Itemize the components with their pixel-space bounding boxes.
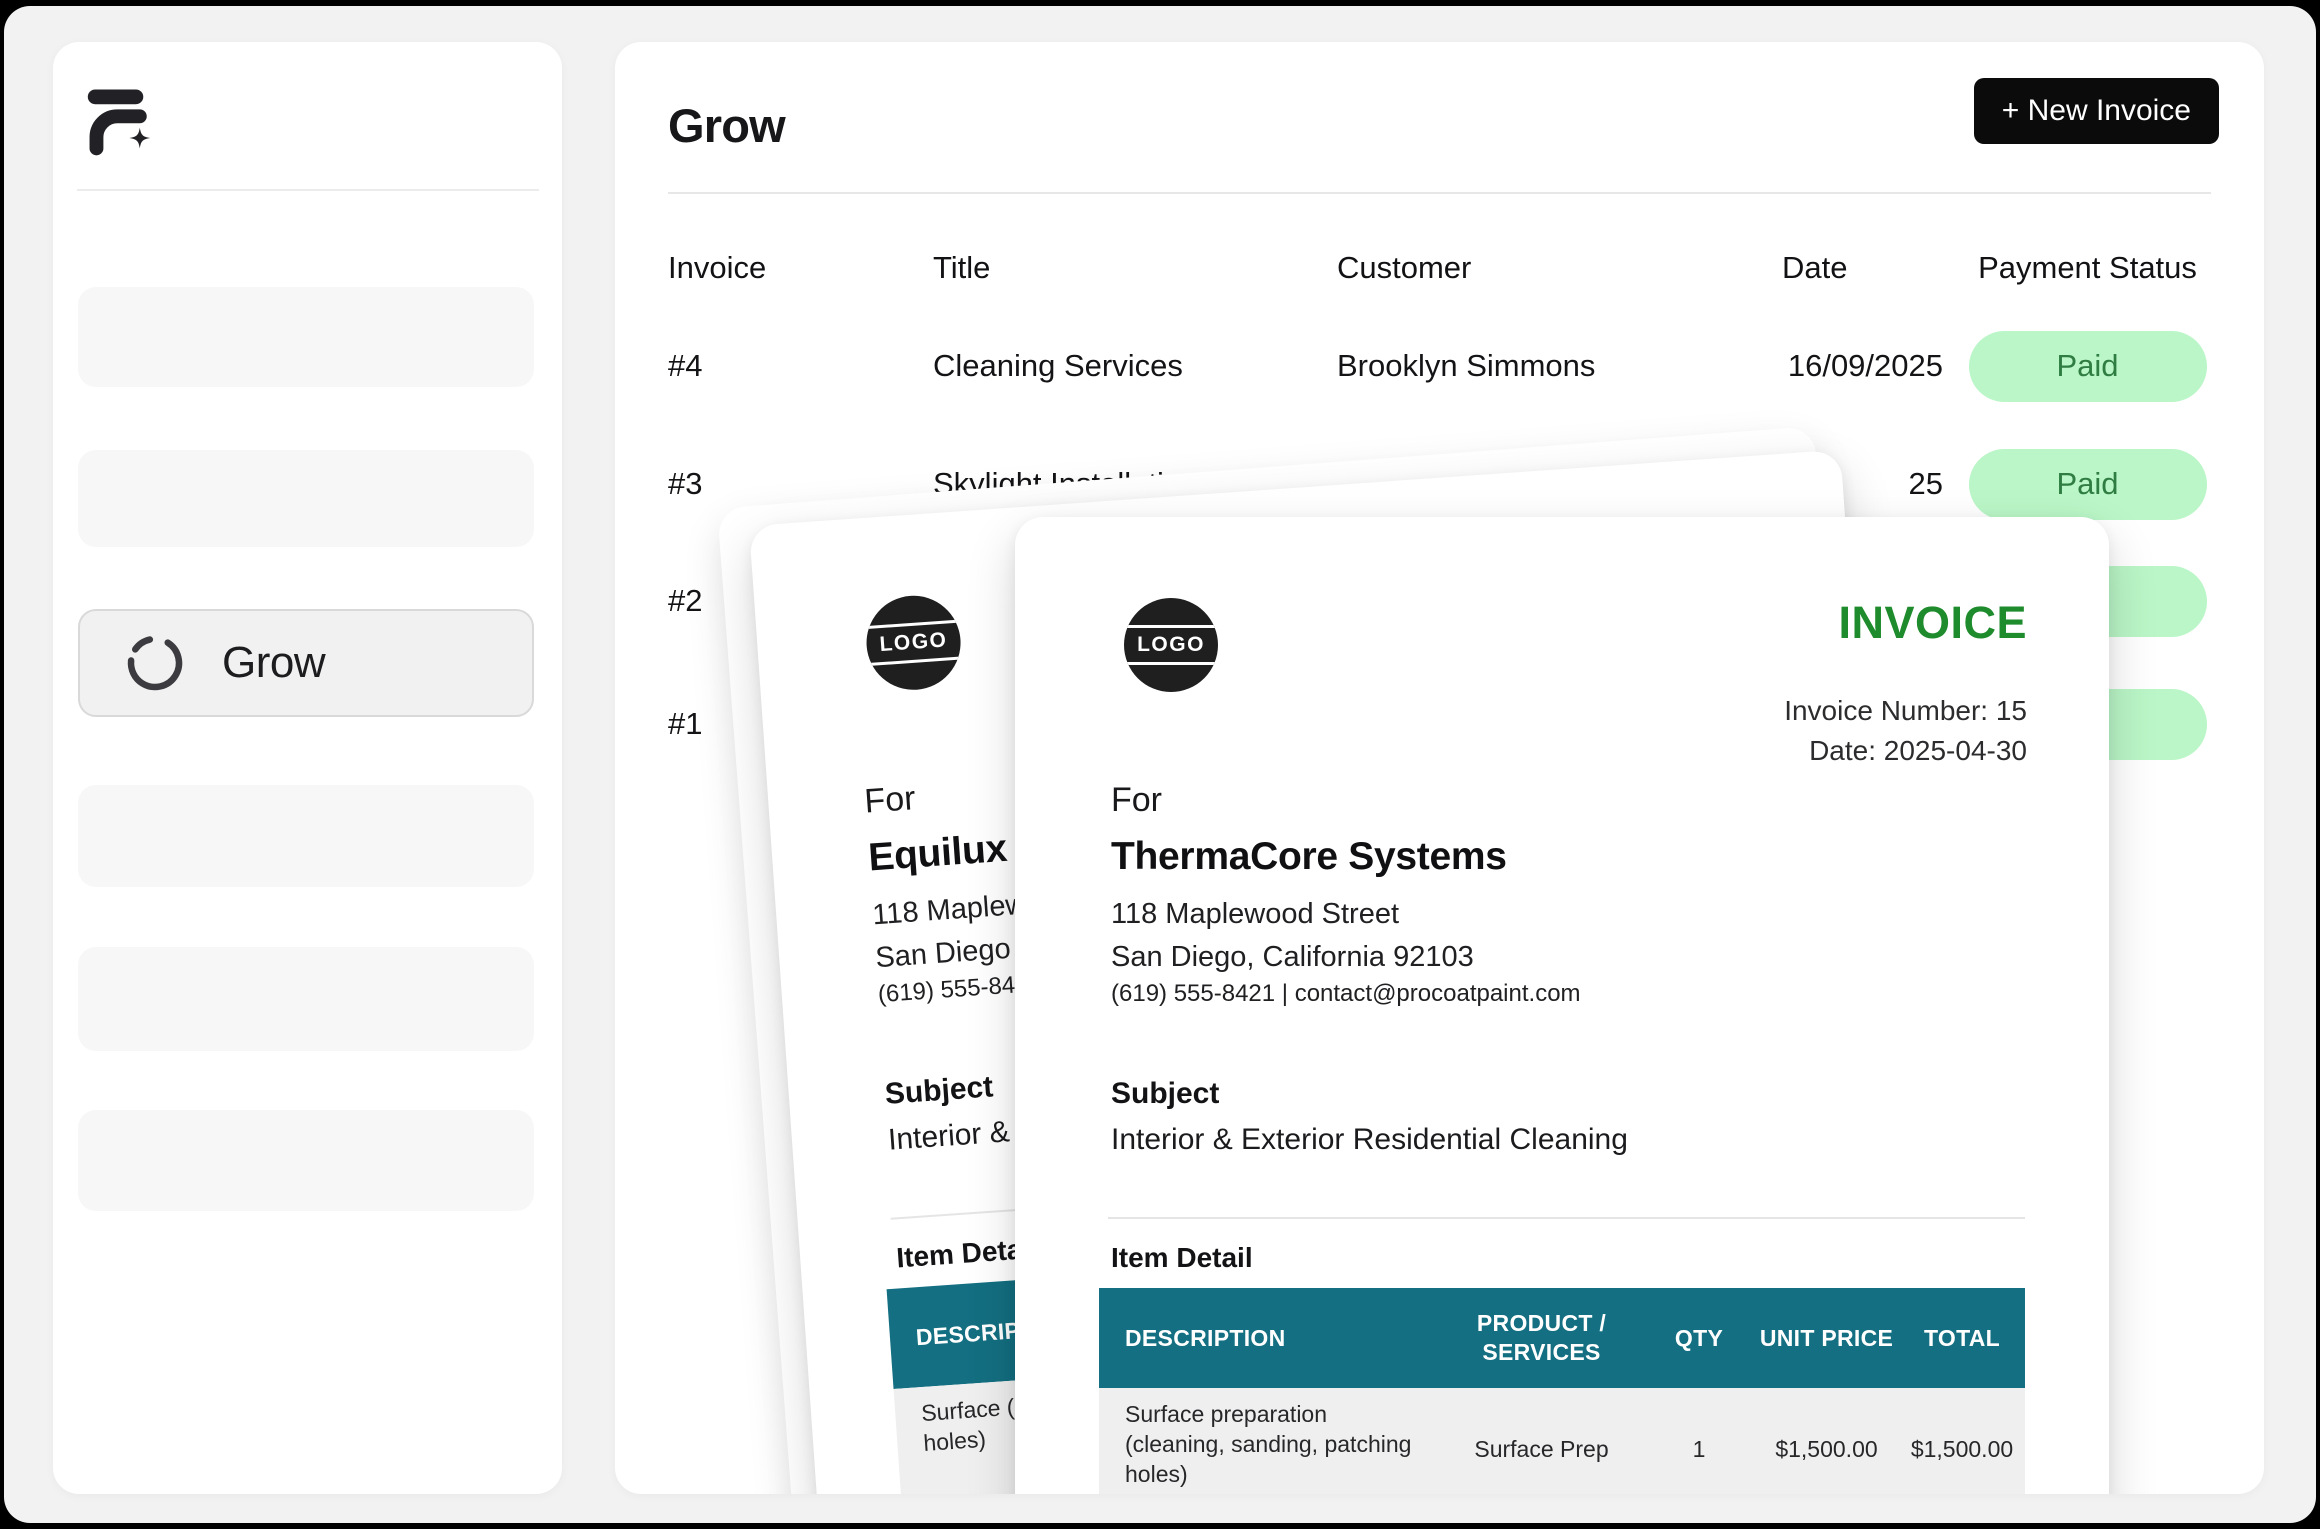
page-title: Grow: [668, 99, 786, 152]
item-detail-label: Item Detail: [1111, 1242, 1253, 1273]
company-logo-icon: LOGO: [1124, 598, 1218, 692]
col-qty: QTY: [1674, 1324, 1724, 1351]
status-badge-paid: Paid: [1968, 330, 2207, 402]
column-header-title: Title: [933, 250, 991, 285]
header-divider: [668, 192, 2211, 194]
item-product: Surface Prep: [1474, 1436, 1609, 1463]
sidebar-item-label: Grow: [222, 638, 326, 687]
address-line-2: San Diego, California 92103: [1111, 941, 1474, 973]
table-row-invoice-4[interactable]: #4 Cleaning Services Brooklyn Simmons 16…: [668, 330, 2222, 402]
sidebar-item-placeholder-3: [78, 785, 534, 887]
column-header-customer: Customer: [1337, 250, 1472, 285]
address-line-1: 118 Maplewood Street: [1111, 898, 1400, 930]
sidebar-divider: [77, 189, 539, 191]
cell-invoice-number: #4: [668, 348, 703, 383]
card-divider: [1108, 1217, 2025, 1219]
col-description: DESCRIPTION: [1125, 1324, 1286, 1351]
cell-invoice-number: #1: [668, 706, 703, 741]
customer-company: Equilux: [866, 826, 1009, 880]
contact-line: (619) 555-84: [877, 971, 1017, 1009]
cell-date: 25: [1908, 466, 1943, 501]
column-header-payment-status: Payment Status: [1978, 250, 2197, 285]
invoice-title: INVOICE: [1838, 597, 2027, 648]
item-table-header: DESCRIPTION PRODUCT / SERVICES QTY UNIT …: [1099, 1288, 2025, 1388]
invoice-number: Invoice Number: 15: [1784, 695, 2027, 726]
main-panel: Grow + New Invoice Invoice Title Custome…: [615, 42, 2264, 1494]
sidebar-item-placeholder-1: [78, 287, 534, 387]
invoice-table-header: Invoice Title Customer Date Payment Stat…: [668, 232, 2222, 304]
contact-line: (619) 555-8421 | contact@procoatpaint.co…: [1111, 980, 1581, 1007]
subject-label: Subject: [883, 1070, 995, 1111]
subject-text: Interior & Exterior Residential Cleaning: [1111, 1123, 1628, 1156]
cell-customer: Brooklyn Simmons: [1337, 348, 1596, 383]
for-label: For: [1111, 781, 1162, 819]
sidebar-item-placeholder-5: [78, 1110, 534, 1211]
growth-circle-icon: [127, 635, 183, 691]
item-qty: 1: [1692, 1436, 1706, 1463]
col-product-services: PRODUCT / SERVICES: [1476, 1310, 1607, 1365]
invoice-date: Date: 2025-04-30: [1809, 735, 2027, 766]
item-unit-price: $1,500.00: [1775, 1436, 1878, 1463]
item-table-row: Surface preparation (cleaning, sanding, …: [1099, 1388, 2025, 1494]
sidebar: Grow: [53, 42, 562, 1494]
address-line-1: 118 Maplew: [871, 888, 1028, 932]
status-badge-paid: Paid: [1968, 448, 2207, 520]
col-unit-price: UNIT PRICE: [1759, 1324, 1894, 1351]
sidebar-item-placeholder-4: [78, 947, 534, 1051]
cell-date: 16/09/2025: [1787, 348, 1943, 383]
sidebar-item-placeholder-2: [78, 450, 534, 547]
new-invoice-button[interactable]: + New Invoice: [1973, 78, 2219, 144]
subject-label: Subject: [1111, 1077, 1220, 1110]
col-total: TOTAL: [1923, 1324, 2001, 1351]
column-header-invoice: Invoice: [668, 250, 767, 285]
cell-invoice-number: #2: [668, 583, 703, 618]
item-detail-label: Item Deta: [895, 1233, 1024, 1274]
invoice-preview-card-thermacore[interactable]: LOGO INVOICE Invoice Number: 15 Date: 20…: [1015, 517, 2109, 1494]
item-description: Surface preparation (cleaning, sanding, …: [1125, 1401, 1412, 1487]
item-table: DESCRIPTION PRODUCT / SERVICES QTY UNIT …: [1099, 1288, 2025, 1494]
cell-title: Cleaning Services: [933, 348, 1183, 383]
customer-company: ThermaCore Systems: [1111, 835, 1507, 878]
column-header-date: Date: [1782, 250, 1848, 285]
cell-invoice-number: #3: [668, 466, 703, 501]
app-logo-icon: [87, 89, 151, 156]
item-total: $1,500.00: [1910, 1436, 2014, 1463]
address-line-2: San Diego: [874, 932, 1012, 975]
subject-text: Interior &: [887, 1115, 1011, 1157]
for-label: For: [863, 779, 917, 821]
sidebar-item-grow[interactable]: Grow: [78, 609, 534, 717]
company-logo-icon: LOGO: [863, 592, 964, 693]
app-window: Grow Grow + New Invoice Invoice Title Cu…: [4, 6, 2316, 1523]
